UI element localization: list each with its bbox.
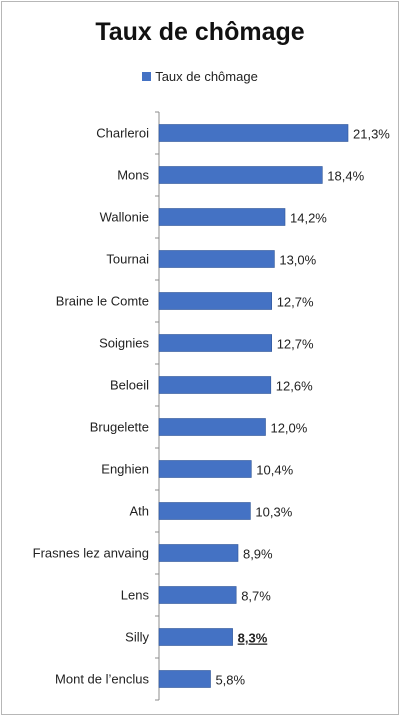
bar: [158, 334, 272, 352]
category-label: Beloeil: [110, 378, 149, 393]
data-label: 21,3%: [353, 127, 390, 142]
data-label: 8,9%: [243, 547, 273, 562]
category-label: Mont de l’enclus: [55, 672, 149, 687]
bar: [158, 418, 266, 436]
data-label: 8,3%: [238, 631, 268, 646]
data-label: 12,0%: [270, 421, 307, 436]
chart-title: Taux de chômage: [95, 18, 305, 46]
bar: [158, 208, 286, 226]
data-label: 5,8%: [215, 673, 245, 688]
bar: [158, 292, 272, 310]
bar: [158, 166, 323, 184]
category-label: Silly: [125, 630, 149, 645]
bar: [158, 124, 349, 142]
data-label: 10,3%: [255, 505, 292, 520]
category-label: Tournai: [106, 252, 149, 267]
data-label: 12,6%: [276, 379, 313, 394]
category-label: Mons: [117, 168, 149, 183]
bar: [158, 502, 251, 520]
bar: [158, 670, 211, 688]
category-label: Charleroi: [96, 126, 149, 141]
bar: [158, 586, 237, 604]
data-label: 8,7%: [241, 589, 271, 604]
category-label: Enghien: [101, 462, 149, 477]
bar: [158, 460, 252, 478]
bar: [158, 250, 275, 268]
data-label: 12,7%: [277, 337, 314, 352]
category-label: Soignies: [99, 336, 149, 351]
data-label: 10,4%: [256, 463, 293, 478]
data-label: 18,4%: [327, 169, 364, 184]
category-label: Lens: [121, 588, 150, 603]
category-label: Braine le Comte: [56, 294, 149, 309]
data-label: 13,0%: [279, 253, 316, 268]
bar: [158, 628, 233, 646]
bar: [158, 376, 272, 394]
legend-swatch: [142, 72, 152, 81]
category-label: Wallonie: [100, 210, 149, 225]
legend-label: Taux de chômage: [155, 69, 258, 84]
data-label: 14,2%: [290, 211, 327, 226]
legend: Taux de chômage: [2, 69, 398, 84]
bar: [158, 544, 239, 562]
category-label: Frasnes lez anvaing: [33, 546, 149, 561]
category-label: Brugelette: [90, 420, 149, 435]
category-label: Ath: [129, 504, 149, 519]
data-label: 12,7%: [277, 295, 314, 310]
